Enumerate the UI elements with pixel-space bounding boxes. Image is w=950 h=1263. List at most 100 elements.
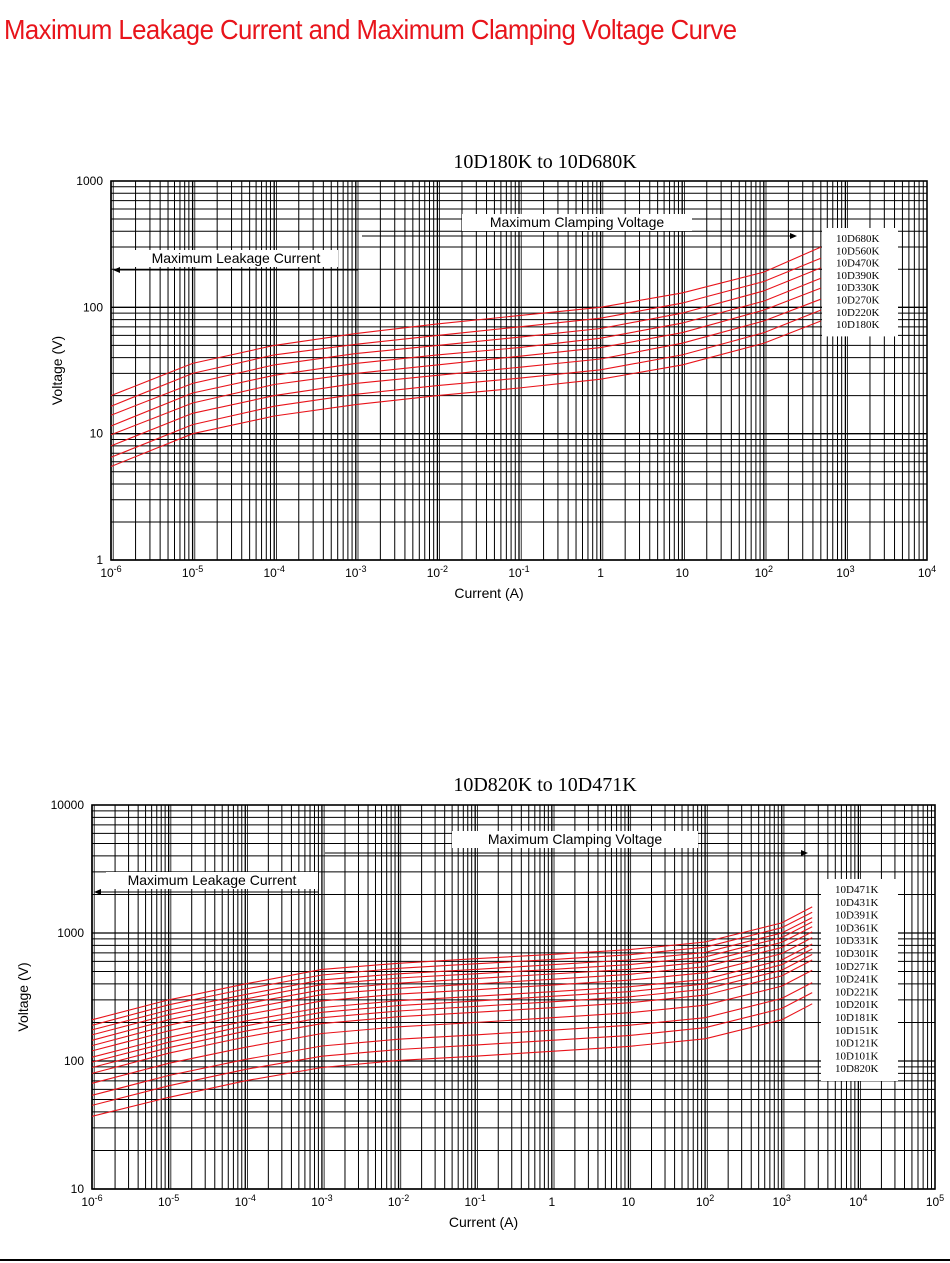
x-tick-label: 104 xyxy=(849,1193,867,1209)
y-axis-label: Voltage (V) xyxy=(15,962,31,1031)
series-line-10D151K xyxy=(91,969,813,1084)
y-tick-label: 10 xyxy=(90,427,104,441)
legend-entry: 10D121K xyxy=(835,1038,878,1050)
series-group xyxy=(110,246,822,468)
series-line-10D471K xyxy=(91,906,813,1021)
leakage-label: Maximum Leakage Current xyxy=(128,872,297,888)
series-line-10D180K xyxy=(110,320,821,468)
series-line-10D361K xyxy=(91,921,813,1036)
y-tick-label: 100 xyxy=(83,300,103,314)
legend-entry: 10D270K xyxy=(836,295,879,307)
legend-entry: 10D330K xyxy=(836,282,879,294)
x-tick-label: 1 xyxy=(548,1195,555,1209)
chart-2: 10D820K to 10D471K 10 100 1000 10000 10-6 10-5… xyxy=(15,774,944,1230)
x-tick-label: 103 xyxy=(836,564,854,580)
plot-frame xyxy=(91,804,936,1190)
legend-entry: 10D151K xyxy=(835,1025,878,1037)
series-line-10D121K xyxy=(91,982,813,1096)
series-line-10D680K xyxy=(110,246,822,397)
series-line-10D390K xyxy=(110,277,822,427)
legend-entry: 10D470K xyxy=(836,258,879,270)
x-tick-label: 105 xyxy=(926,1193,944,1209)
y-axis-label: Voltage (V) xyxy=(49,336,65,405)
x-tick-label: 102 xyxy=(696,1193,714,1209)
series-line-10D201K xyxy=(91,953,813,1069)
leakage-label-bg xyxy=(134,250,338,267)
x-tick-label: 10 xyxy=(676,566,690,580)
leakage-label: Maximum Leakage Current xyxy=(152,250,321,266)
series-line-10D220K xyxy=(110,309,822,458)
plot-frame xyxy=(110,180,928,561)
legend-entry: 10D680K xyxy=(836,233,879,245)
legend-entry: 10D431K xyxy=(835,897,878,909)
x-tick-label: 1 xyxy=(597,566,604,580)
legend-entry: 10D180K xyxy=(836,319,879,331)
series-line-10D221K xyxy=(91,948,813,1063)
legend-entry: 10D331K xyxy=(835,935,878,947)
x-tick-label: 10-4 xyxy=(235,1193,256,1209)
legend-entry: 10D560K xyxy=(836,245,879,257)
series-line-10D241K xyxy=(91,943,813,1058)
leakage-arrow-head xyxy=(113,267,120,273)
grid xyxy=(91,804,936,1190)
clamping-label: Maximum Clamping Voltage xyxy=(488,831,663,847)
series-line-10D101K xyxy=(91,992,813,1106)
series-line-10D431K xyxy=(91,911,813,1026)
clamping-arrow-head xyxy=(790,233,797,239)
x-tick-label: 10-4 xyxy=(264,564,285,580)
x-axis-label: Current (A) xyxy=(449,1214,518,1230)
series-line-10D271K xyxy=(91,937,813,1052)
x-tick-label: 10-2 xyxy=(427,564,448,580)
y-tick-label: 10 xyxy=(71,1182,85,1196)
x-tick-label: 104 xyxy=(918,564,936,580)
chart-1: 10D180K to 10D680K 1 10 100 1000 10-6 10-5 10-4… xyxy=(49,151,936,601)
x-tick-label: 10-6 xyxy=(81,1193,102,1209)
legend-entry: 10D181K xyxy=(835,1012,878,1024)
x-tick-label: 10-3 xyxy=(311,1193,332,1209)
clamping-arrow-head xyxy=(801,850,808,856)
x-tick-label: 10-3 xyxy=(345,564,366,580)
leakage-label-bg xyxy=(106,872,318,889)
x-tick-label: 10 xyxy=(622,1195,636,1209)
legend-entry: 10D391K xyxy=(835,910,878,922)
series-line-10D181K xyxy=(91,959,813,1074)
x-tick-label: 10-1 xyxy=(464,1193,485,1209)
x-axis-label: Current (A) xyxy=(454,585,523,601)
legend-entry: 10D241K xyxy=(835,974,878,986)
x-tick-label: 103 xyxy=(773,1193,791,1209)
legend-box xyxy=(822,228,898,337)
legend-entry: 10D101K xyxy=(835,1050,878,1062)
legend-entry: 10D220K xyxy=(836,307,879,319)
series-line-10D820K xyxy=(91,1003,813,1117)
leakage-arrow-head xyxy=(94,889,101,895)
legend-entry: 10D271K xyxy=(835,961,878,973)
series-line-10D470K xyxy=(110,267,822,416)
series-line-10D301K xyxy=(91,931,813,1047)
clamping-label-bg xyxy=(452,831,698,848)
legend-entry: 10D471K xyxy=(835,884,878,896)
series-line-10D560K xyxy=(110,257,822,407)
x-tick-label: 102 xyxy=(755,564,773,580)
y-tick-label: 1000 xyxy=(57,926,84,940)
series-line-10D391K xyxy=(91,917,813,1031)
legend-box xyxy=(821,879,898,1081)
legend-entry: 10D390K xyxy=(836,270,879,282)
x-tick-label: 10-5 xyxy=(158,1193,179,1209)
series-group xyxy=(91,906,813,1117)
bottom-rule xyxy=(0,1259,950,1261)
y-tick-label: 10000 xyxy=(51,798,85,812)
x-tick-label: 10-6 xyxy=(100,564,121,580)
grid xyxy=(110,180,928,561)
y-tick-label: 1 xyxy=(96,553,103,567)
x-tick-label: 10-2 xyxy=(388,1193,409,1209)
legend-entry: 10D361K xyxy=(835,922,878,934)
series-line-10D270K xyxy=(110,298,821,447)
page-title: Maximum Leakage Current and Maximum Clam… xyxy=(4,14,737,45)
legend-entry: 10D820K xyxy=(835,1063,878,1075)
chart-title: 10D180K to 10D680K xyxy=(453,151,637,173)
y-tick-label: 1000 xyxy=(76,174,103,188)
series-line-10D331K xyxy=(91,926,813,1041)
x-tick-label: 10-5 xyxy=(182,564,203,580)
legend-entry: 10D221K xyxy=(835,986,878,998)
clamping-label-bg xyxy=(462,214,692,231)
